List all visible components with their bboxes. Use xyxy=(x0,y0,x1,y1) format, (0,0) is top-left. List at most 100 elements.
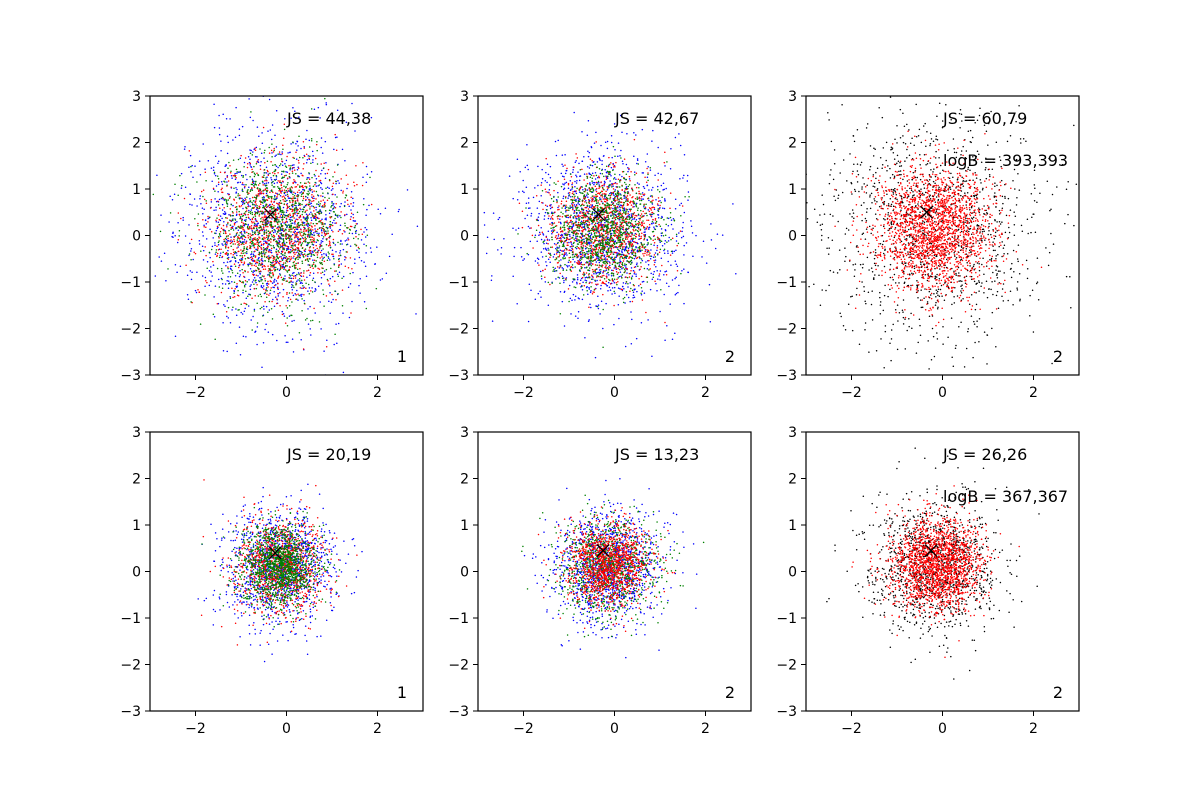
data-point xyxy=(667,252,669,254)
data-point xyxy=(300,295,303,297)
data-point xyxy=(361,233,364,236)
data-point xyxy=(354,243,356,246)
data-point xyxy=(554,140,557,143)
data-point xyxy=(567,187,570,190)
data-point xyxy=(334,280,336,283)
data-point xyxy=(636,182,639,184)
data-point xyxy=(298,294,300,297)
data-point xyxy=(611,156,613,159)
data-point xyxy=(302,174,304,177)
data-point xyxy=(312,205,315,208)
data-point xyxy=(643,231,645,234)
data-point xyxy=(210,280,212,282)
data-point xyxy=(270,234,273,236)
data-point xyxy=(276,221,279,224)
data-point xyxy=(309,328,311,330)
data-point xyxy=(297,239,300,241)
data-point xyxy=(292,257,294,259)
data-point xyxy=(300,250,302,253)
data-point xyxy=(678,204,681,206)
data-point xyxy=(308,249,310,251)
data-point xyxy=(527,202,530,204)
data-point xyxy=(234,243,236,245)
data-point xyxy=(280,276,283,279)
data-point xyxy=(245,247,248,250)
data-point xyxy=(318,217,320,220)
data-point xyxy=(316,228,319,231)
data-point xyxy=(294,202,296,205)
data-point xyxy=(295,283,297,286)
data-point xyxy=(311,241,313,244)
data-point xyxy=(238,234,240,237)
data-point xyxy=(279,244,282,246)
data-point xyxy=(546,205,549,207)
data-point xyxy=(217,181,220,184)
data-point xyxy=(297,248,300,250)
data-point xyxy=(568,227,571,230)
data-point xyxy=(306,244,309,247)
data-point xyxy=(292,141,294,143)
data-point xyxy=(675,249,677,251)
data-point xyxy=(285,166,288,168)
data-point xyxy=(255,197,258,200)
data-point xyxy=(257,184,260,186)
data-point xyxy=(244,223,247,225)
data-point xyxy=(265,221,267,224)
data-point xyxy=(318,184,321,186)
data-point xyxy=(282,148,284,151)
data-point xyxy=(566,264,568,267)
data-point xyxy=(282,295,284,298)
data-point xyxy=(543,239,546,241)
data-point xyxy=(296,149,298,151)
data-point xyxy=(254,237,256,239)
data-point xyxy=(240,227,243,229)
data-point xyxy=(229,297,232,299)
data-point xyxy=(664,165,666,167)
data-point xyxy=(342,371,345,374)
data-point xyxy=(268,233,270,235)
data-point xyxy=(249,198,251,200)
data-point xyxy=(263,275,265,277)
data-point xyxy=(313,108,316,111)
data-point xyxy=(573,111,575,114)
data-point xyxy=(316,149,318,152)
data-point xyxy=(240,225,242,227)
data-point xyxy=(270,176,272,179)
data-point xyxy=(291,320,293,322)
data-point xyxy=(307,290,309,292)
data-point xyxy=(250,183,253,186)
data-point xyxy=(269,289,272,292)
data-point xyxy=(263,242,265,245)
data-point xyxy=(202,259,205,261)
data-point xyxy=(307,228,309,230)
data-point xyxy=(335,323,337,325)
data-point xyxy=(275,154,277,156)
data-point xyxy=(260,248,263,250)
data-point xyxy=(250,209,253,211)
data-point xyxy=(332,231,334,233)
data-point xyxy=(321,256,323,258)
data-point xyxy=(300,208,302,211)
data-point xyxy=(652,186,654,189)
data-point xyxy=(305,198,307,201)
data-point xyxy=(300,281,302,283)
data-point xyxy=(602,155,605,157)
data-point xyxy=(299,214,302,217)
data-point xyxy=(683,268,685,270)
data-point xyxy=(355,235,357,238)
data-point xyxy=(227,280,230,282)
data-point xyxy=(303,302,306,305)
data-point xyxy=(342,192,344,194)
data-point xyxy=(315,208,317,211)
data-point xyxy=(236,272,239,275)
data-point xyxy=(230,186,232,188)
data-point xyxy=(357,246,360,249)
data-point xyxy=(213,296,215,298)
data-point xyxy=(301,237,304,239)
data-point xyxy=(304,195,307,198)
data-point xyxy=(227,141,229,144)
data-point xyxy=(262,342,265,344)
data-point xyxy=(256,211,259,213)
data-point xyxy=(275,110,278,112)
data-point xyxy=(610,175,612,177)
